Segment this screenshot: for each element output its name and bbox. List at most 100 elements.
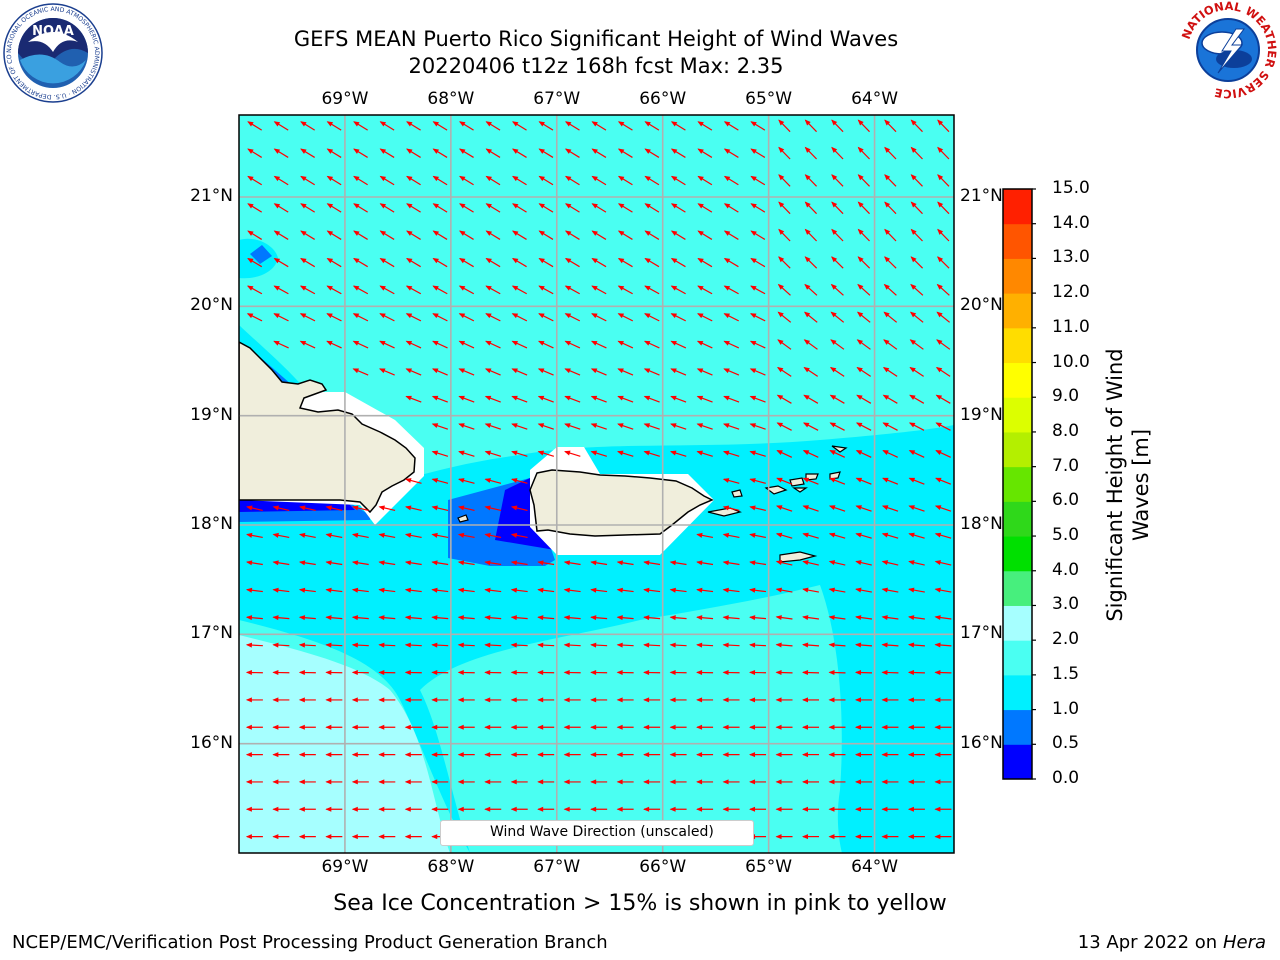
colorbar-segment (1003, 605, 1032, 641)
wave-direction-arrow-head (404, 724, 411, 730)
wave-direction-arrow-head (936, 283, 943, 290)
wave-direction-arrow-head (590, 450, 598, 456)
wave-direction-arrow-head (273, 175, 281, 182)
wave-direction-arrow-head (325, 670, 332, 676)
wave-direction-arrow-head (298, 779, 305, 785)
wave-direction-arrow-head (404, 587, 412, 593)
wave-direction-arrow-head (722, 587, 729, 593)
wave-direction-arrow-head (856, 311, 864, 318)
wave-direction-arrow-head (830, 311, 837, 318)
wave-direction-arrow-head (935, 394, 943, 400)
lon-tick-label-bottom: 69°W (321, 857, 369, 877)
colorbar-tick-label: 8.0 (1052, 420, 1080, 441)
wave-direction-arrow-head (750, 175, 757, 182)
wave-direction-arrow-head (484, 724, 491, 730)
wave-direction-arrow-head (883, 283, 890, 290)
wave-direction-arrow-head (325, 560, 332, 566)
wave-direction-arrow-head (831, 174, 838, 181)
wave-direction-arrow-head (696, 340, 704, 346)
wave-direction-arrow-head (431, 505, 438, 511)
wave-direction-arrow-head (617, 258, 625, 264)
wave-direction-arrow-head (643, 752, 650, 758)
wave-field-0p5-1p0-north (250, 245, 272, 264)
wave-direction-arrow-head (485, 148, 492, 154)
wave-direction-arrow-head (352, 505, 359, 511)
wave-direction-arrow-head (749, 560, 756, 566)
wave-direction-arrow-head (907, 834, 914, 840)
wave-direction-arrow-head (510, 779, 517, 785)
lon-tick-label-bottom: 67°W (533, 857, 581, 877)
wave-direction-arrow-head (298, 615, 306, 621)
wave-direction-arrow-head (616, 670, 623, 676)
wave-direction-arrow-head (934, 642, 941, 648)
wave-direction-arrow-head (857, 119, 864, 126)
wave-direction-arrow-head (485, 230, 492, 236)
wave-direction-arrow-head (245, 724, 252, 730)
colorbar-segment (1003, 466, 1032, 502)
colorbar-title-line1: Significant Height of Wind (1103, 348, 1127, 622)
wave-direction-arrow-head (804, 119, 811, 126)
wave-direction-arrow-head (379, 340, 386, 346)
wave-direction-arrow-head (803, 367, 810, 373)
wave-direction-arrow-head (457, 670, 464, 676)
wave-direction-arrow-head (431, 450, 439, 456)
lat-tick-label-left: 16°N (190, 732, 233, 753)
wave-direction-arrow-head (830, 339, 837, 345)
wave-direction-arrow-head (378, 697, 385, 703)
wave-direction-arrow-head (696, 532, 703, 538)
wave-direction-arrow-head (775, 587, 783, 593)
wave-direction-arrow-head (749, 806, 756, 812)
wave-direction-arrow-head (828, 834, 835, 840)
wave-direction-arrow-head (750, 203, 757, 209)
wave-direction-arrow-head (696, 806, 703, 812)
wave-direction-arrow-head (723, 230, 731, 236)
wave-direction-arrow-head (298, 670, 305, 676)
wave-direction-arrow-head (907, 642, 915, 648)
wave-direction-arrow-head (881, 752, 888, 758)
wave-direction-arrow-head (907, 752, 914, 758)
wave-direction-arrow-head (644, 258, 651, 264)
wave-direction-arrow-head (907, 724, 914, 730)
wave-direction-arrow-head (326, 230, 334, 236)
wave-direction-arrow-head (855, 505, 862, 510)
wave-direction-arrow-head (325, 752, 332, 758)
wave-direction-arrow-head (802, 532, 809, 538)
wave-direction-arrow-head (802, 670, 809, 676)
wave-direction-arrow-head (723, 121, 731, 127)
wave-direction-arrow-head (326, 175, 334, 182)
wave-direction-arrow-head (245, 834, 252, 840)
wave-direction-arrow-head (537, 642, 544, 648)
wave-direction-arrow-head (803, 339, 811, 345)
wave-direction-arrow-head (484, 697, 491, 703)
wave-direction-arrow-head (484, 505, 491, 511)
wave-direction-arrow-head (405, 368, 412, 374)
wave-direction-arrow-head (485, 313, 492, 319)
wave-direction-arrow-head (484, 615, 491, 621)
wave-direction-arrow-head (804, 201, 811, 208)
wave-direction-arrow-head (326, 313, 333, 319)
wave-direction-arrow-head (669, 779, 676, 785)
wave-direction-arrow-head (828, 806, 835, 812)
wave-direction-arrow-head (510, 697, 517, 703)
wave-direction-arrow-head (563, 724, 570, 730)
wave-direction-arrow-head (459, 175, 466, 182)
wave-direction-arrow-head (749, 752, 756, 758)
wave-direction-arrow-head (881, 670, 888, 676)
wave-direction-arrow-head (590, 423, 598, 428)
wave-direction-arrow-head (723, 423, 730, 428)
wave-direction-arrow-head (908, 422, 916, 428)
wave-direction-arrow-head (934, 752, 941, 758)
wave-direction-arrow-head (669, 724, 676, 730)
wave-direction-arrow-head (934, 806, 941, 812)
wave-direction-arrow-head (617, 230, 625, 236)
wave-direction-arrow-head (512, 203, 519, 209)
wave-direction-arrow-head (669, 670, 676, 676)
wave-direction-arrow-head (272, 779, 279, 785)
wave-direction-arrow-head (272, 752, 279, 758)
colorbar-tick-label: 3.0 (1052, 594, 1080, 615)
wave-direction-arrow-head (934, 615, 941, 621)
lon-tick-label-bottom: 65°W (745, 857, 793, 877)
wave-direction-arrow-head (247, 148, 254, 154)
colorbar-segment (1003, 362, 1032, 398)
wave-direction-arrow-head (669, 752, 676, 758)
